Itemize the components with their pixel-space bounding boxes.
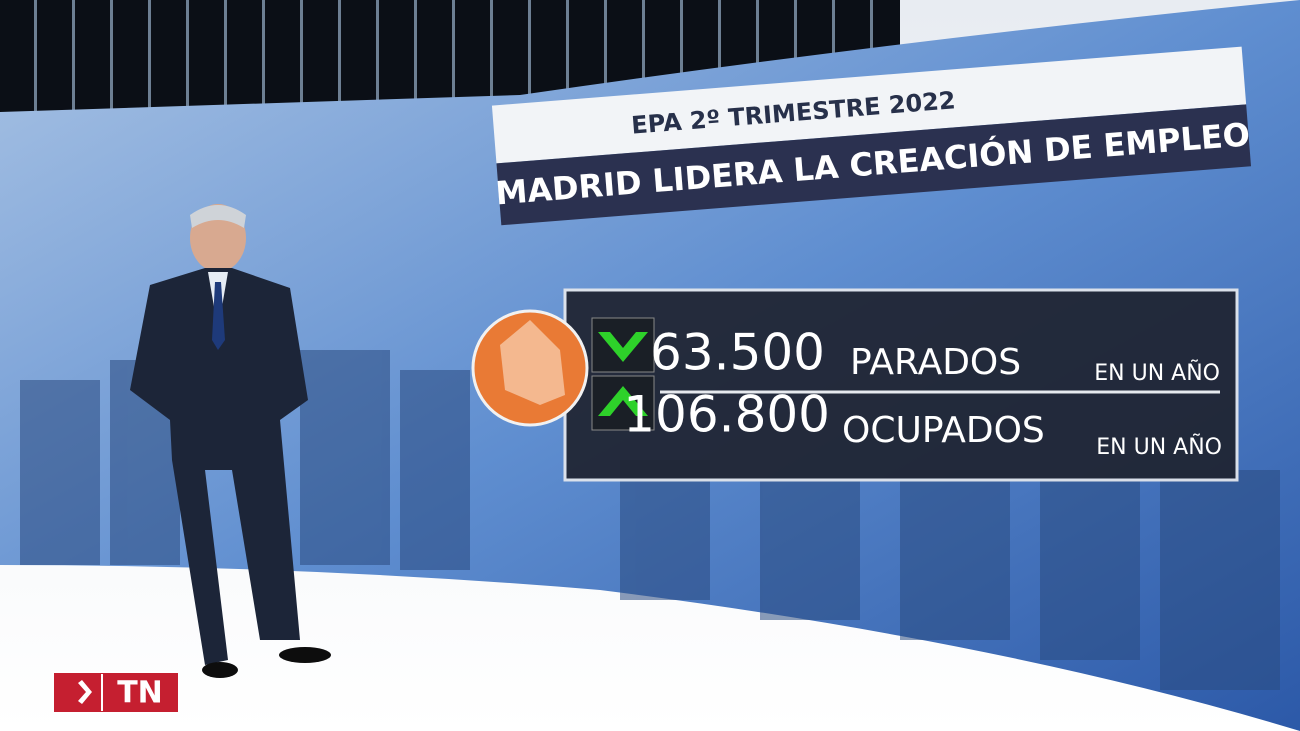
value: 63.500 (650, 324, 825, 382)
panel-bg (563, 288, 1239, 482)
period: EN UN AÑO (1096, 433, 1222, 460)
title-band (496, 104, 1252, 226)
value: 106.800 (623, 386, 830, 444)
madrid-map (500, 320, 565, 405)
logo-text: TN (117, 676, 163, 711)
logo-sep (101, 674, 103, 711)
label: PARADOS (850, 342, 1021, 383)
up-arrow (598, 386, 648, 416)
down-box (591, 317, 655, 373)
up-box (591, 375, 655, 431)
logo-bg (52, 671, 180, 714)
label: OCUPADOS (842, 410, 1045, 451)
presenter (130, 204, 331, 678)
logo-chevron (78, 680, 92, 704)
silhouettes (20, 350, 1280, 690)
stats-panel: 63.500 PARADOS EN UN AÑO 106.800 OCUPADO… (471, 288, 1239, 482)
subtitle-band (491, 46, 1247, 164)
period: EN UN AÑO (1094, 359, 1220, 386)
channel-logo: TN (52, 671, 180, 714)
down-arrow (598, 332, 648, 362)
